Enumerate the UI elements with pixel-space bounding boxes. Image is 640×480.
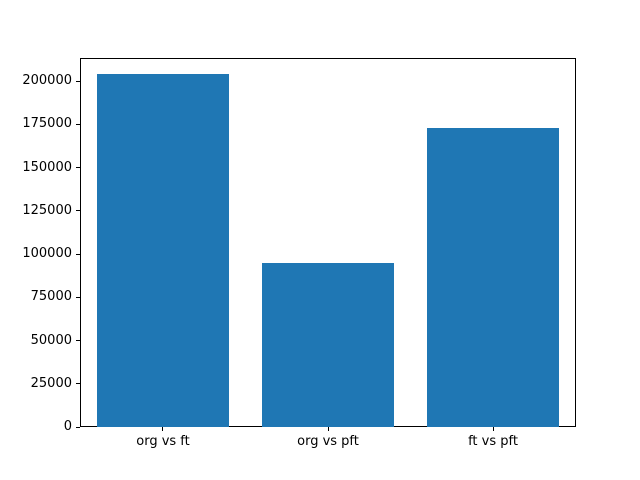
x-tick-mark	[493, 427, 494, 431]
x-tick-label: ft vs pft	[468, 434, 518, 449]
y-tick-mark	[76, 297, 80, 298]
x-tick-mark	[328, 427, 329, 431]
y-tick-mark	[76, 254, 80, 255]
bar	[427, 128, 559, 427]
y-tick-label: 200000	[22, 73, 72, 88]
y-tick-label: 50000	[30, 333, 72, 348]
bar	[262, 263, 394, 427]
y-tick-mark	[76, 427, 80, 428]
y-tick-label: 0	[63, 419, 72, 434]
y-tick-label: 175000	[22, 116, 72, 131]
y-tick-mark	[76, 383, 80, 384]
x-tick-mark	[162, 427, 163, 431]
y-tick-mark	[76, 340, 80, 341]
x-tick-label: org vs ft	[136, 434, 190, 449]
y-tick-label: 125000	[22, 203, 72, 218]
y-tick-label: 100000	[22, 246, 72, 261]
x-tick-label: org vs pft	[297, 434, 359, 449]
y-tick-mark	[76, 124, 80, 125]
bar	[97, 74, 229, 427]
y-tick-mark	[76, 167, 80, 168]
y-tick-label: 150000	[22, 160, 72, 175]
y-tick-mark	[76, 81, 80, 82]
y-tick-mark	[76, 210, 80, 211]
y-tick-label: 25000	[30, 376, 72, 391]
y-tick-label: 75000	[30, 289, 72, 304]
